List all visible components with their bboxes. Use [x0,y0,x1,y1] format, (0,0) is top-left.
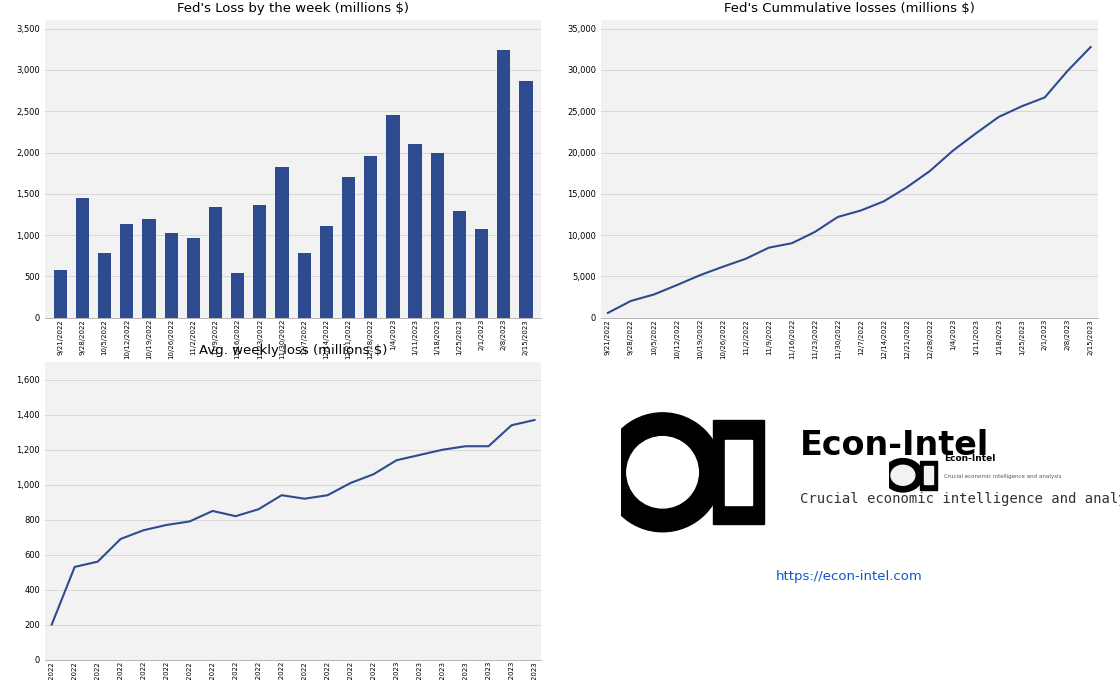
Bar [253,205,267,318]
Bar [276,167,289,318]
Text: Econ-Intel: Econ-Intel [398,454,449,464]
Bar [497,50,511,318]
Legend: Fed's Loss for the week^: Fed's Loss for the week^ [68,465,192,480]
Text: https://econ-intel.com: https://econ-intel.com [776,570,923,583]
Title: Avg. weekly loss (millions $): Avg. weekly loss (millions $) [199,344,388,357]
Text: Crucial economic intelligence and analysis: Crucial economic intelligence and analys… [398,474,515,479]
Bar [76,198,90,318]
Bar [208,207,222,318]
Bar [364,156,377,318]
Bar [342,177,355,318]
Text: Econ-Intel: Econ-Intel [944,454,995,464]
Bar [386,114,400,318]
Legend: Fed's Accumulated losses: Fed's Accumulated losses [625,465,750,480]
Bar [319,226,333,318]
Bar [430,152,444,318]
Bar [99,253,111,318]
Text: Crucial economic intelligence and analysis: Crucial economic intelligence and analys… [800,492,1120,506]
Bar [120,224,133,318]
Bar [298,253,311,318]
Bar [231,273,244,318]
Bar [409,144,422,318]
Bar [452,211,466,318]
Bar [187,237,200,318]
Bar [142,220,156,318]
Bar [165,233,178,318]
Bar [475,229,488,318]
Text: Crucial economic intelligence and analysis: Crucial economic intelligence and analys… [944,474,1061,479]
Bar [54,270,67,318]
Title: Fed's Cummulative losses (millions $): Fed's Cummulative losses (millions $) [724,2,974,15]
Title: Fed's Loss by the week (millions $): Fed's Loss by the week (millions $) [177,2,409,15]
Text: Econ-Intel: Econ-Intel [800,429,989,462]
Bar [520,81,532,318]
